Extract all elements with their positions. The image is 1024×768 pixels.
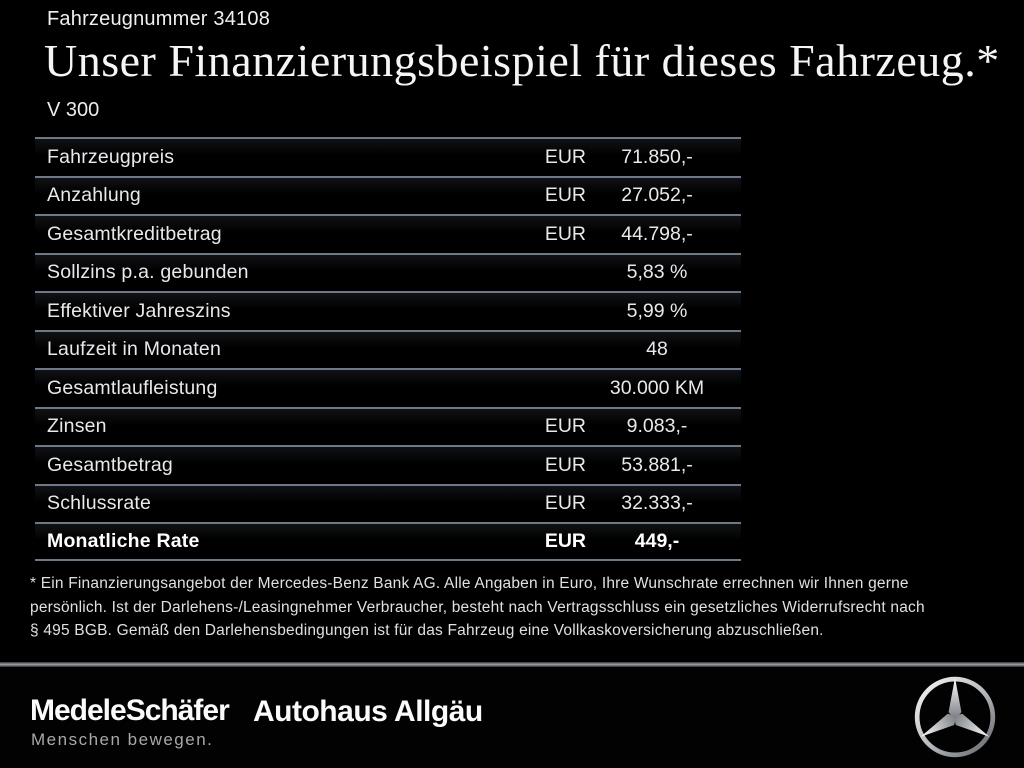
row-value: 5,83 % [626,261,688,284]
table-row: Anzahlung EUR 27.052,- [35,175,741,214]
row-label: Effektiver Jahreszins [47,299,231,322]
footer-divider [0,662,1024,667]
row-label: Schlussrate [47,492,152,515]
table-row: Schlussrate EUR 32.333,- [35,483,741,522]
footnote-line: § 495 BGB. Gemäß den Darlehensbedingunge… [30,622,824,639]
row-label: Laufzeit in Monaten [47,338,221,361]
table-row: Effektiver Jahreszins 5,99 % [35,291,741,330]
dealer-logo-autohaus-allgaeu: Autohaus Allgäu [253,695,483,728]
row-label: Gesamtlaufleistung [47,376,218,399]
vehicle-number: Fahrzeugnummer 34108 [47,8,271,30]
financing-table: Fahrzeugpreis EUR 71.850,- Anzahlung EUR… [35,137,741,561]
table-row: Gesamtlaufleistung 30.000 KM [35,368,741,407]
table-row: Zinsen EUR 9.083,- [35,406,741,445]
row-currency: EUR [544,222,586,245]
table-row: Gesamtbetrag EUR 53.881,- [35,445,741,484]
vehicle-model: V 300 [47,99,100,121]
row-value: 53.881,- [621,453,693,476]
row-value: 449,- [634,529,680,552]
page-title: Unser Finanzierungsbeispiel für dieses F… [44,35,1000,86]
table-row: Laufzeit in Monaten 48 [35,329,741,368]
row-value: 71.850,- [621,145,693,168]
row-currency: EUR [544,453,586,476]
row-value: 30.000 KM [609,376,705,399]
row-currency: EUR [544,145,586,168]
table-row: Gesamtkreditbetrag EUR 44.798,- [35,214,741,253]
table-row: Monatliche Rate EUR 449,- [35,522,741,561]
dealer-tagline: Menschen bewegen. [31,730,214,749]
footnote-line: persönlich. Ist der Darlehens-/Leasingne… [30,598,925,616]
row-label: Gesamtbetrag [47,453,173,476]
row-label: Gesamtkreditbetrag [47,222,222,245]
row-value: 5,99 % [626,299,688,322]
row-currency: EUR [544,415,586,438]
row-value: 48 [646,338,668,361]
row-currency: EUR [544,492,586,515]
row-value: 9.083,- [626,415,688,438]
row-label: Fahrzeugpreis [47,145,175,168]
row-currency: EUR [544,184,586,207]
footnote: * Ein Finanzierungsangebot der Mercedes-… [30,572,990,643]
table-row: Fahrzeugpreis EUR 71.850,- [35,137,741,176]
row-label: Zinsen [47,415,107,438]
row-value: 27.052,- [621,184,693,207]
row-label: Anzahlung [47,184,141,207]
row-label: Sollzins p.a. gebunden [47,261,249,284]
mercedes-star-icon [914,676,996,758]
row-label: Monatliche Rate [47,529,200,552]
footer: MedeleSchäfer Menschen bewegen. Autohaus… [0,667,1024,768]
footnote-line: * Ein Finanzierungsangebot der Mercedes-… [30,575,909,592]
row-value: 32.333,- [621,492,693,515]
row-currency: EUR [544,529,586,552]
row-value: 44.798,- [621,222,693,245]
dealer-logo-medele-schaefer: MedeleSchäfer [30,694,230,727]
table-row: Sollzins p.a. gebunden 5,83 % [35,252,741,291]
